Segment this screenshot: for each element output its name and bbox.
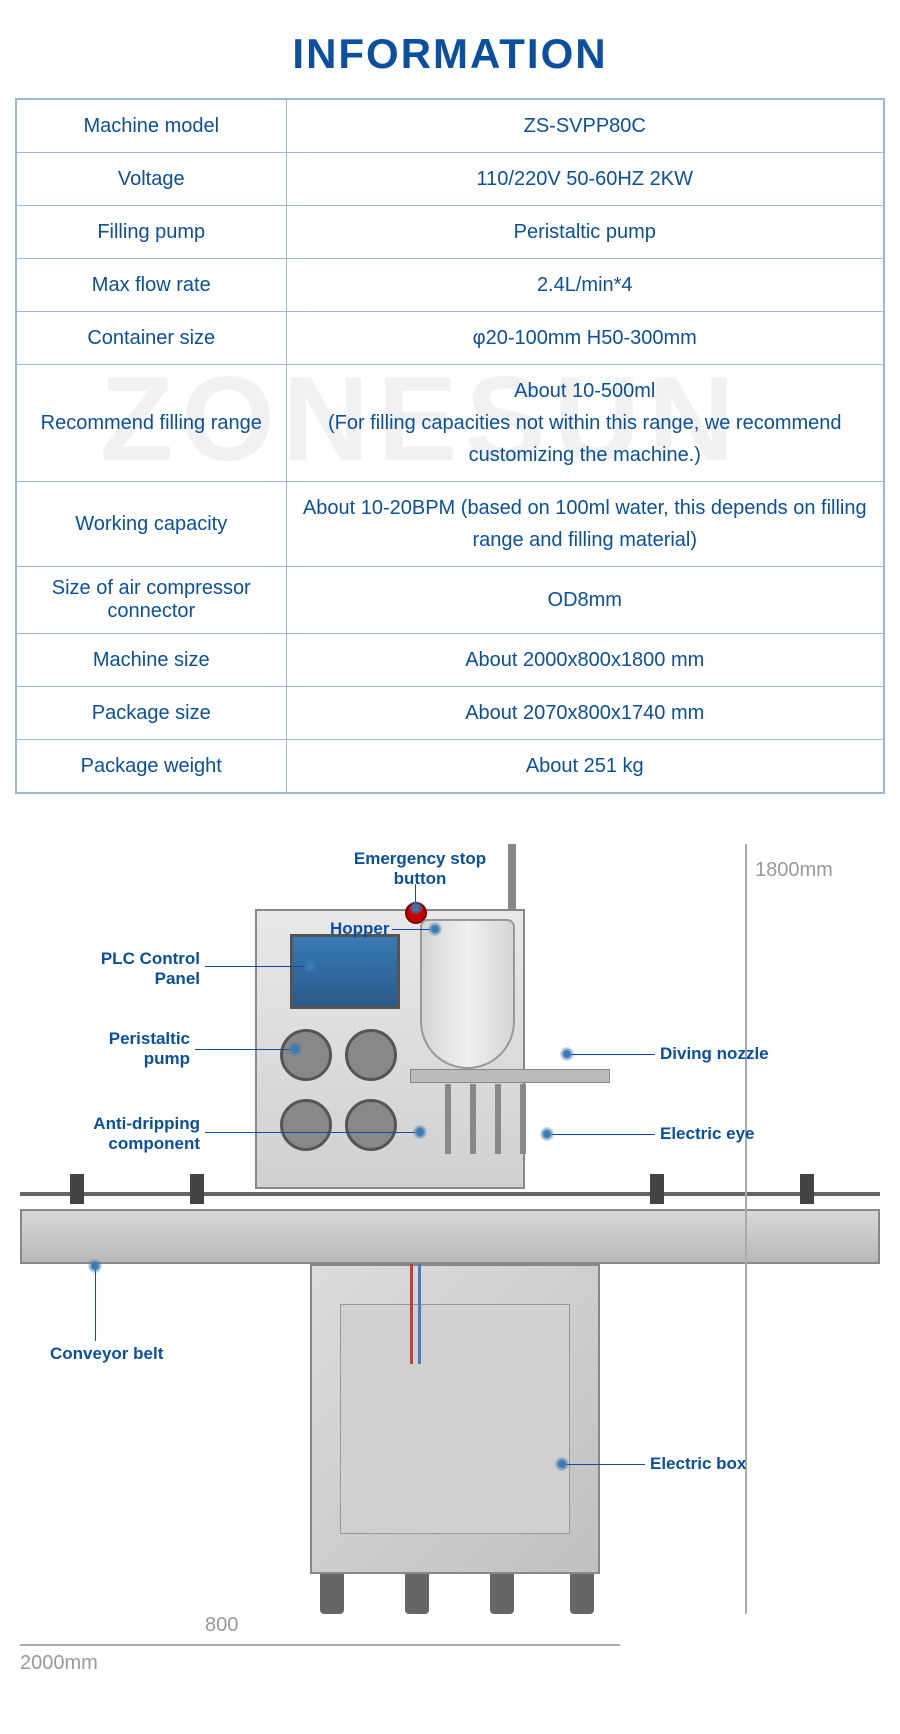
spec-label: Package weight (16, 740, 286, 794)
callout-line (565, 1464, 645, 1465)
spec-value: ZS-SVPP80C (286, 99, 884, 153)
foot (320, 1574, 344, 1614)
spec-label: Size of air compressor connector (16, 567, 286, 634)
dimension-line-width (20, 1644, 620, 1646)
bracket (190, 1174, 204, 1204)
spec-value: 110/220V 50-60HZ 2KW (286, 153, 884, 206)
table-row: Package weightAbout 251 kg (16, 740, 884, 794)
tube-red (410, 1264, 413, 1364)
callout-line (570, 1054, 655, 1055)
table-row: Voltage110/220V 50-60HZ 2KW (16, 153, 884, 206)
spec-value: Peristaltic pump (286, 206, 884, 259)
hopper-tank (420, 919, 515, 1069)
callout-dot (540, 1127, 554, 1141)
table-row: Working capacityAbout 10-20BPM (based on… (16, 482, 884, 567)
bracket (800, 1174, 814, 1204)
callout-diving-nozzle: Diving nozzle (660, 1044, 769, 1064)
callout-dot (303, 959, 317, 973)
guide-rail (20, 1192, 880, 1196)
nozzle-bar (410, 1069, 610, 1083)
dimension-line-height (745, 844, 747, 1614)
spec-value: About 10-500ml(For filling capacities no… (286, 365, 884, 482)
callout-plc-panel: PLC ControlPanel (90, 949, 200, 990)
callout-line (550, 1134, 655, 1135)
callout-emergency-stop: Emergency stopbutton (340, 849, 500, 890)
callout-line (95, 1269, 96, 1341)
spec-label: Max flow rate (16, 259, 286, 312)
bracket (70, 1174, 84, 1204)
spec-label: Machine size (16, 634, 286, 687)
callout-dot (555, 1457, 569, 1471)
pump-2 (345, 1029, 397, 1081)
callout-anti-dripping: Anti-drippingcomponent (70, 1114, 200, 1155)
foot (570, 1574, 594, 1614)
callout-line (205, 966, 305, 967)
foot (405, 1574, 429, 1614)
table-row: Recommend filling rangeAbout 10-500ml(Fo… (16, 365, 884, 482)
callout-dot (88, 1259, 102, 1273)
nozzle-3 (495, 1084, 501, 1154)
nozzle-1 (445, 1084, 451, 1154)
table-row: Package sizeAbout 2070x800x1740 mm (16, 687, 884, 740)
dimension-height-label: 1800mm (755, 859, 833, 882)
table-row: Size of air compressor connectorOD8mm (16, 567, 884, 634)
callout-line (392, 929, 430, 930)
callout-conveyor-belt: Conveyor belt (50, 1344, 163, 1364)
page-title: INFORMATION (0, 0, 900, 98)
spec-value: About 251 kg (286, 740, 884, 794)
spec-label: Package size (16, 687, 286, 740)
spec-label: Voltage (16, 153, 286, 206)
spec-value: About 2000x800x1800 mm (286, 634, 884, 687)
spec-value: OD8mm (286, 567, 884, 634)
callout-electric-box: Electric box (650, 1454, 746, 1474)
dimension-width-label: 2000mm (20, 1652, 98, 1675)
tube-blue (418, 1264, 421, 1364)
callout-peristaltic-pump: Peristalticpump (90, 1029, 190, 1070)
spec-value: About 10-20BPM (based on 100ml water, th… (286, 482, 884, 567)
bracket (650, 1174, 664, 1204)
spec-label: Filling pump (16, 206, 286, 259)
foot (490, 1574, 514, 1614)
specifications-table: Machine modelZS-SVPP80CVoltage110/220V 5… (15, 98, 885, 794)
nozzle-4 (520, 1084, 526, 1154)
callout-line (195, 1049, 290, 1050)
callout-dot (288, 1042, 302, 1056)
table-row: Filling pumpPeristaltic pump (16, 206, 884, 259)
callout-dot (409, 901, 423, 915)
pump-1 (280, 1029, 332, 1081)
pump-3 (280, 1099, 332, 1151)
table-row: Machine modelZS-SVPP80C (16, 99, 884, 153)
callout-dot (428, 922, 442, 936)
callout-dot (413, 1125, 427, 1139)
callout-hopper: Hopper (330, 919, 390, 939)
machine-diagram: 1800mm 800 2000mm Emergency stopbutton H… (10, 814, 890, 1734)
spec-value: φ20-100mm H50-300mm (286, 312, 884, 365)
spec-label: Working capacity (16, 482, 286, 567)
spec-label: Machine model (16, 99, 286, 153)
spec-value: 2.4L/min*4 (286, 259, 884, 312)
table-row: Max flow rate2.4L/min*4 (16, 259, 884, 312)
dimension-depth-label: 800 (205, 1614, 238, 1637)
spec-value: About 2070x800x1740 mm (286, 687, 884, 740)
table-row: Machine sizeAbout 2000x800x1800 mm (16, 634, 884, 687)
spec-label: Container size (16, 312, 286, 365)
table-row: Container sizeφ20-100mm H50-300mm (16, 312, 884, 365)
nozzle-2 (470, 1084, 476, 1154)
base-door (340, 1304, 570, 1534)
callout-dot (560, 1047, 574, 1061)
pump-4 (345, 1099, 397, 1151)
spec-label: Recommend filling range (16, 365, 286, 482)
callout-electric-eye: Electric eye (660, 1124, 755, 1144)
conveyor-belt (20, 1209, 880, 1264)
callout-line (205, 1132, 415, 1133)
